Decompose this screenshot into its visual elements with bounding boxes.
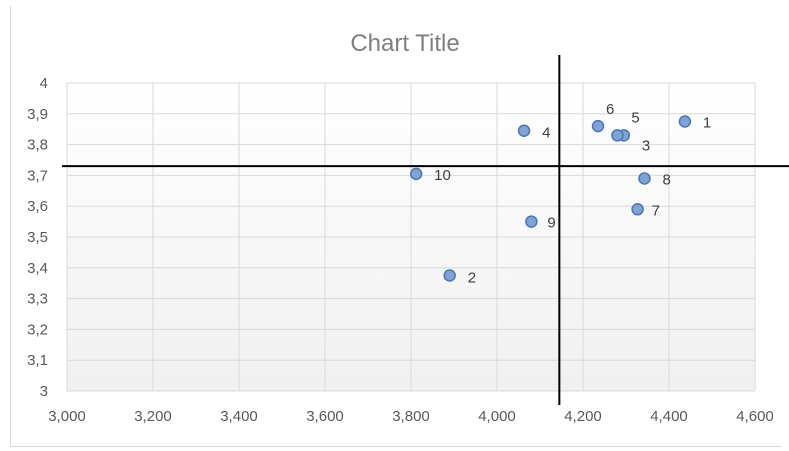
x-tick-label: 4,400 <box>650 408 688 425</box>
data-point <box>517 124 531 137</box>
point-label: 2 <box>468 270 476 287</box>
point-label: 8 <box>662 171 670 188</box>
y-tick-label: 3,3 <box>27 291 48 308</box>
data-point <box>638 172 651 185</box>
x-tick-label: 4,000 <box>478 408 516 425</box>
y-tick-label: 3 <box>40 383 48 400</box>
point-label: 10 <box>434 167 451 184</box>
data-point <box>443 269 456 282</box>
chart-title: Chart Title <box>350 30 459 57</box>
y-axis-ticks: 3 3,1 3,2 3,3 3,4 3,5 3,6 3,7 3,8 3,9 4 <box>27 75 48 400</box>
x-tick-label: 4,600 <box>736 408 774 425</box>
data-point <box>591 119 605 133</box>
y-tick-label: 3,1 <box>27 352 48 369</box>
point-label: 7 <box>652 202 660 219</box>
y-tick-label: 3,6 <box>27 198 48 215</box>
y-tick-label: 3,5 <box>27 229 48 246</box>
y-tick-label: 4 <box>40 75 48 92</box>
y-tick-label: 3,2 <box>27 321 48 338</box>
data-point <box>525 215 538 228</box>
data-point <box>631 203 644 216</box>
point-label: 4 <box>542 125 550 142</box>
y-tick-label: 3,8 <box>27 137 48 154</box>
x-tick-label: 3,600 <box>306 408 344 425</box>
y-tick-label: 3,4 <box>27 260 48 277</box>
point-label: 6 <box>606 101 614 118</box>
x-tick-label: 4,200 <box>564 408 602 425</box>
x-axis-ticks: 3,000 3,200 3,400 3,600 3,800 4,000 4,200 4,400… <box>48 408 774 425</box>
data-point <box>409 167 423 181</box>
point-label: 1 <box>703 115 711 132</box>
x-tick-label: 3,200 <box>134 408 172 425</box>
x-tick-label: 3,400 <box>220 408 258 425</box>
y-tick-label: 3,7 <box>27 167 48 184</box>
point-label: 9 <box>547 215 555 232</box>
x-tick-label: 3,800 <box>392 408 430 425</box>
crosshair <box>62 55 789 405</box>
data-point <box>678 115 692 128</box>
gridlines <box>66 82 756 392</box>
point-label: 5 <box>631 109 639 126</box>
data-point <box>611 129 624 142</box>
x-tick-label: 3,000 <box>48 408 86 425</box>
y-tick-label: 3,9 <box>27 106 48 123</box>
point-label: 3 <box>642 137 650 154</box>
